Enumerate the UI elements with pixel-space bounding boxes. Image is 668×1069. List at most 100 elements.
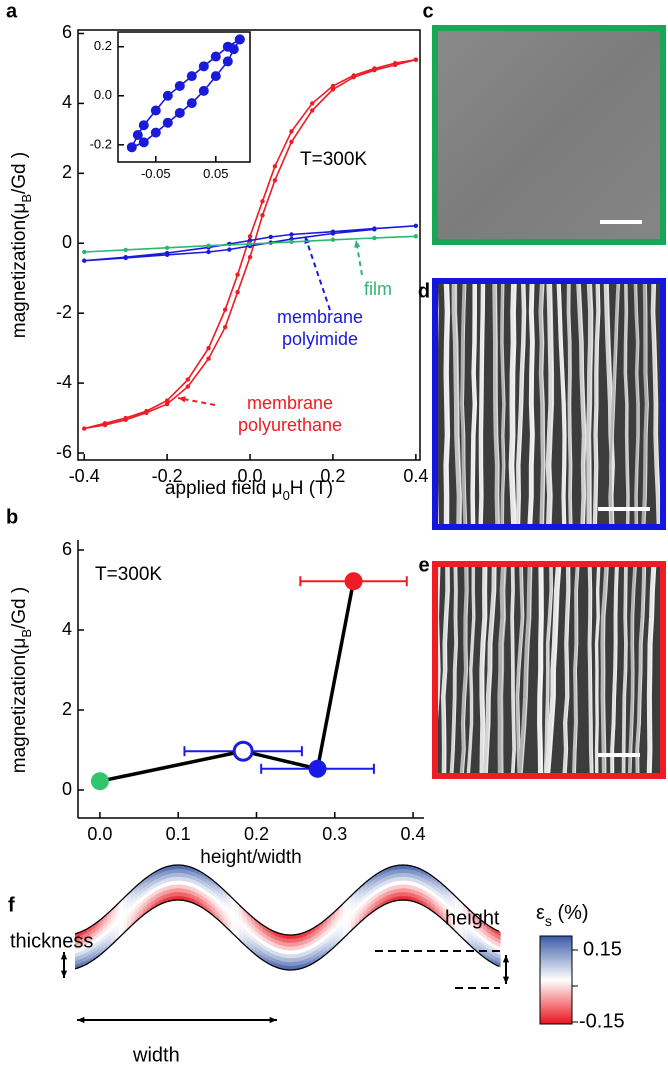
strain-cell: [259, 937, 264, 946]
strain-cell: [287, 958, 292, 963]
strain-cell: [263, 948, 268, 956]
strain-cell: [279, 960, 284, 966]
strain-cell: [231, 912, 236, 921]
strain-cell: [375, 888, 380, 896]
strain-cell: [255, 946, 260, 954]
data-point: [272, 164, 278, 169]
strain-cell: [167, 873, 172, 879]
strain-cell: [459, 919, 464, 928]
x-tick-label: -0.4: [69, 466, 100, 486]
strain-cell: [435, 901, 440, 910]
strain-cell: [371, 890, 376, 899]
stripe: [479, 564, 488, 776]
strain-cell: [451, 919, 456, 928]
arrow-head: [178, 396, 186, 403]
strain-cell: [239, 908, 244, 917]
strain-cell: [475, 922, 480, 931]
data-point: [82, 426, 87, 431]
label-part: applied field μ: [165, 478, 283, 499]
strain-cell: [171, 880, 176, 886]
strain-cell: [175, 888, 180, 893]
strain-cell: [251, 943, 256, 951]
strain-cell: [215, 909, 220, 918]
strain-cell: [431, 906, 436, 914]
strain-cell: [431, 894, 436, 902]
strain-cell: [103, 937, 108, 946]
strain-cell: [315, 924, 320, 932]
strain-cell: [471, 919, 476, 928]
strain-cell: [363, 881, 368, 890]
strain-cell: [207, 895, 212, 903]
data-point: [164, 401, 170, 407]
strain-cell: [427, 884, 432, 892]
stripe-edge: [473, 281, 477, 527]
strain-cell: [211, 886, 216, 895]
strain-cell: [231, 916, 236, 925]
strain-cell: [167, 865, 172, 872]
strain-cell: [91, 951, 96, 959]
strain-cell: [431, 879, 436, 887]
legend-text: membrane polyimide: [276, 307, 364, 349]
strain-cell: [247, 912, 252, 921]
strain-cell: [211, 882, 216, 891]
strain-cell: [407, 865, 412, 871]
strain-cell: [199, 874, 204, 882]
strain-cell: [199, 878, 204, 886]
strain-cell: [335, 930, 340, 940]
strain-cell: [143, 881, 148, 889]
strain-cell: [103, 929, 108, 938]
strain-cell: [199, 886, 204, 894]
annotation: T=300K: [300, 149, 367, 170]
arrow-head: [502, 976, 510, 984]
band-edge: [74, 899, 500, 971]
strain-cell: [259, 953, 264, 961]
strain-cell: [339, 919, 344, 928]
stripe-edge: [597, 564, 601, 776]
strain-cell: [263, 929, 268, 937]
strain-cell: [435, 909, 440, 917]
strain-cell: [291, 942, 296, 948]
strain-cell: [283, 953, 288, 959]
strain-cell: [203, 900, 208, 908]
strain-cell: [487, 955, 492, 963]
stripe-edge: [579, 281, 587, 527]
strain-cell: [347, 903, 352, 912]
strain-cell: [379, 893, 384, 901]
strain-cell: [399, 884, 404, 890]
arrow-head: [269, 1016, 277, 1024]
strain-cell: [483, 925, 488, 933]
strain-cell: [127, 898, 132, 908]
strain-cell: [399, 880, 404, 886]
strain-cell: [143, 904, 148, 913]
strain-cell: [355, 899, 360, 909]
strain-cell: [207, 891, 212, 899]
data-point: [186, 98, 197, 109]
strain-cell: [203, 873, 208, 881]
strain-cell: [255, 942, 260, 951]
stripe: [470, 281, 478, 527]
stripe: [500, 281, 506, 527]
x-tick-label: 0.3: [322, 824, 347, 844]
stripe-edge: [540, 564, 544, 776]
strain-cell: [375, 876, 380, 884]
data-point: [198, 61, 209, 72]
strain-cell: [471, 926, 476, 935]
strain-cell: [447, 911, 452, 920]
strain-cell: [339, 927, 344, 936]
strain-cell: [483, 929, 488, 937]
connecting-line: [99, 580, 356, 783]
strain-cell: [499, 962, 501, 968]
strain-cell: [443, 900, 448, 909]
strain-cell: [347, 907, 352, 916]
strain-cell: [235, 912, 240, 921]
colorbar: [539, 935, 573, 1025]
strain-cell: [279, 937, 284, 943]
strain-cell: [335, 919, 340, 928]
strain-cell: [491, 934, 496, 942]
data-point: [413, 223, 419, 228]
strain-cell: [467, 930, 472, 940]
strain-cell: [447, 899, 452, 909]
strain-cell: [339, 915, 344, 924]
stripe: [460, 281, 468, 527]
stripe: [556, 281, 567, 527]
